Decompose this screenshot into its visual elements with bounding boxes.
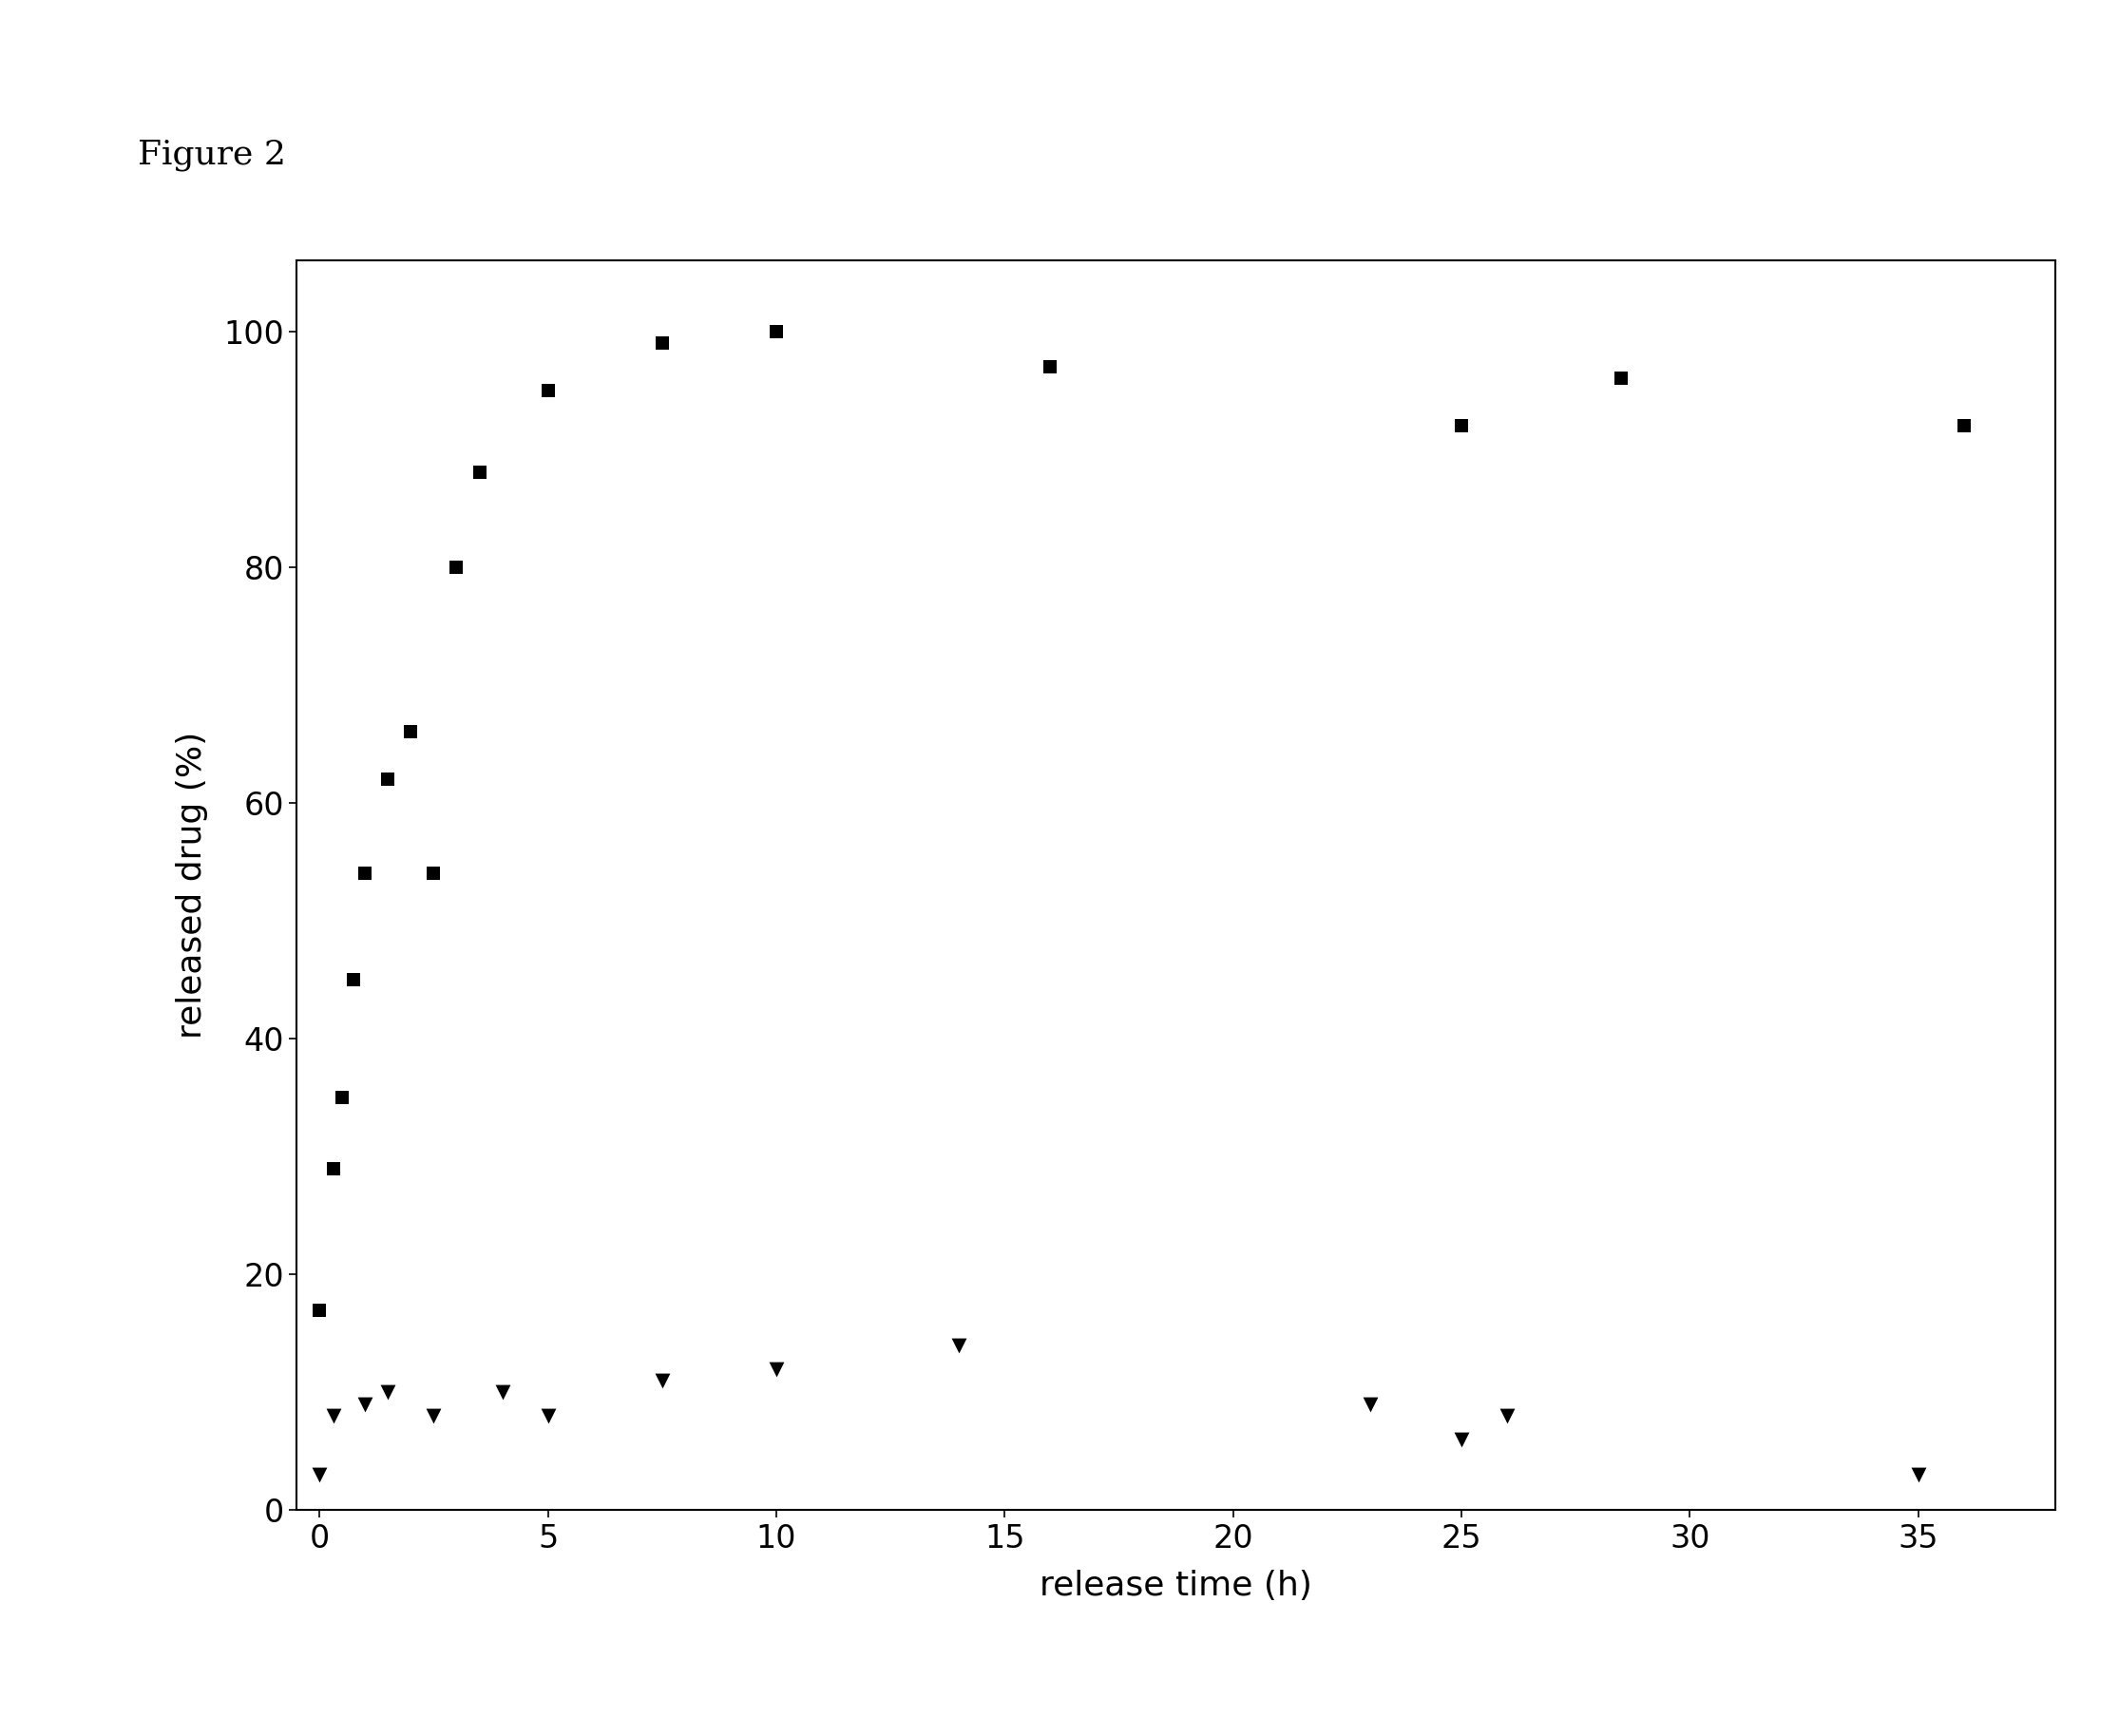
Point <box>326 1083 360 1111</box>
Point <box>316 1403 350 1430</box>
Point <box>1445 1425 1479 1453</box>
Point <box>485 1378 519 1406</box>
Point <box>943 1332 977 1359</box>
Point <box>371 766 405 793</box>
X-axis label: release time (h): release time (h) <box>1040 1569 1312 1602</box>
Point <box>1445 411 1479 439</box>
Point <box>348 859 381 887</box>
Point <box>1901 1462 1935 1489</box>
Point <box>337 965 371 993</box>
Point <box>1490 1403 1524 1430</box>
Point <box>394 719 428 746</box>
Point <box>644 330 678 358</box>
Point <box>532 1403 566 1430</box>
Point <box>644 1366 678 1394</box>
Text: Figure 2: Figure 2 <box>138 139 286 172</box>
Point <box>348 1391 381 1418</box>
Point <box>1034 352 1068 380</box>
Point <box>759 1354 793 1382</box>
Point <box>1604 365 1638 392</box>
Point <box>303 1462 337 1489</box>
Point <box>439 554 473 582</box>
Point <box>1947 411 1981 439</box>
Point <box>1354 1391 1388 1418</box>
Point <box>303 1297 337 1325</box>
Point <box>759 318 793 345</box>
Point <box>462 458 496 486</box>
Point <box>417 859 451 887</box>
Point <box>532 377 566 404</box>
Y-axis label: released drug (%): released drug (%) <box>176 733 208 1038</box>
Point <box>417 1403 451 1430</box>
Point <box>316 1154 350 1182</box>
Point <box>371 1378 405 1406</box>
